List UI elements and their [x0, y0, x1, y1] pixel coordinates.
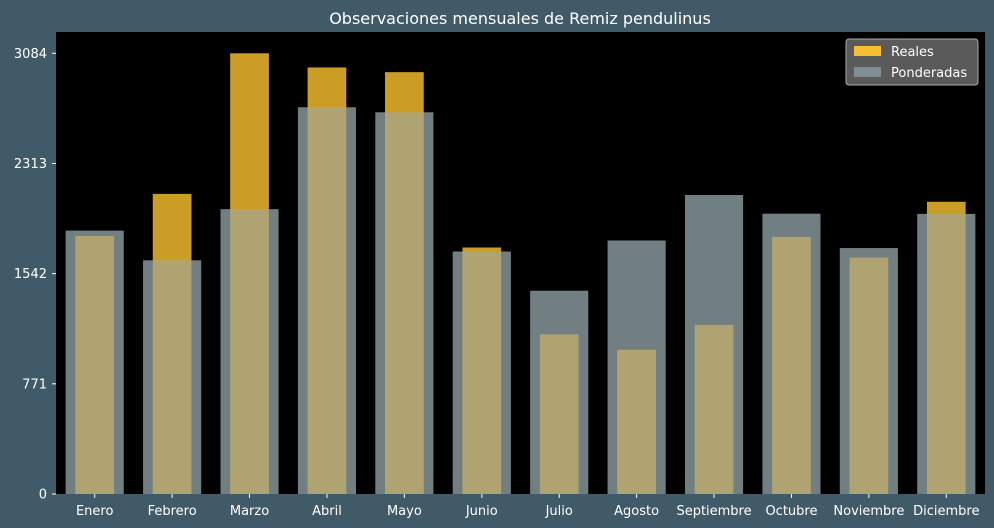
legend-swatch-reales — [854, 46, 881, 56]
y-tick-label-771: 771 — [22, 377, 47, 392]
legend-label-reales: Reales — [891, 45, 934, 60]
y-tick-label-1542: 1542 — [14, 267, 47, 282]
bar-ponderadas-overlay-diciembre — [917, 213, 976, 494]
x-tick-label-enero: Enero — [76, 504, 114, 519]
y-tick-label-2313: 2313 — [14, 157, 47, 172]
bar-ponderadas-overlay-agosto — [607, 240, 666, 494]
x-tick-label-mayo: Mayo — [387, 504, 422, 519]
bar-ponderadas-overlay-septiembre — [685, 195, 744, 495]
x-tick-label-marzo: Marzo — [230, 504, 269, 519]
x-tick-label-diciembre: Diciembre — [913, 504, 979, 519]
x-tick-label-agosto: Agosto — [614, 504, 659, 519]
x-axis: Enero Febrero Marzo Abril Mayo Junio Julio Agos… — [76, 494, 979, 519]
x-tick-label-abril: Abril — [312, 504, 342, 519]
y-axis: 0 771 1542 2313 3084 — [14, 47, 56, 503]
legend-label-ponderadas: Ponderadas — [891, 66, 967, 81]
x-tick-label-septiembre: Septiembre — [676, 504, 751, 519]
legend-swatch-ponderadas — [854, 67, 881, 77]
bar-ponderadas-overlay-octubre — [762, 213, 821, 494]
x-tick-label-febrero: Febrero — [148, 504, 197, 519]
x-tick-label-julio: Julio — [545, 504, 573, 519]
bar-ponderadas-overlay-julio — [530, 290, 589, 494]
bar-ponderadas-overlay-enero — [65, 230, 124, 494]
bar-ponderadas-overlay-marzo — [220, 209, 279, 494]
plot-area — [56, 32, 985, 494]
y-tick-label-0: 0 — [39, 488, 47, 503]
bar-ponderadas-overlay-noviembre — [839, 248, 898, 494]
chart-title: Observaciones mensuales de Remiz penduli… — [329, 9, 711, 28]
bar-ponderadas-overlay-abril — [297, 107, 356, 494]
bar-ponderadas-overlay-mayo — [375, 112, 434, 494]
y-tick-label-3084: 3084 — [14, 47, 47, 62]
x-tick-label-octubre: Octubre — [765, 504, 817, 519]
x-tick-label-noviembre: Noviembre — [833, 504, 904, 519]
bar-ponderadas-overlay-febrero — [143, 260, 202, 494]
series-reales — [65, 53, 976, 495]
legend: Reales Ponderadas — [845, 38, 979, 86]
bar-ponderadas-overlay-junio — [452, 251, 511, 494]
x-tick-label-junio: Junio — [465, 504, 498, 519]
